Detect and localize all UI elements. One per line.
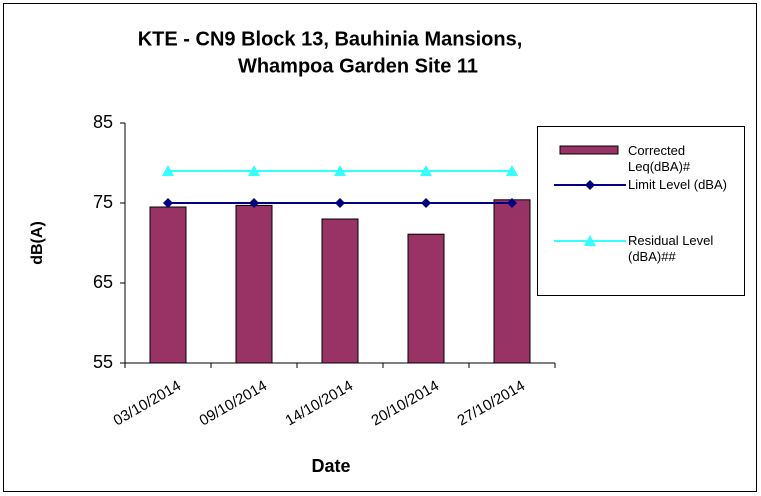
legend-label: Limit Level (dBA): [628, 177, 727, 192]
legend-label: Residual Level (dBA)##: [628, 233, 714, 264]
y-tick-label: 65: [93, 272, 113, 292]
y-axis-title: dB(A): [29, 221, 46, 265]
chart-border: [3, 3, 757, 492]
legend-swatch: [559, 145, 619, 155]
line-marker: [584, 235, 596, 246]
x-axis-title: Date: [311, 456, 350, 476]
legend: Corrected Leq(dBA)# Limit Level (dBA) Resi…: [537, 126, 745, 296]
line-marker: [249, 198, 259, 208]
legend-entry: Residual Level (dBA)##: [538, 233, 746, 273]
legend-swatch: [554, 235, 626, 246]
legend-swatch: [554, 180, 626, 190]
y-tick-label: 75: [93, 192, 113, 212]
legend-label: Corrected Leq(dBA)#: [628, 143, 691, 174]
legend-entry: Corrected Leq(dBA)#: [538, 143, 746, 183]
bar: [321, 218, 359, 364]
x-tick-label: 03/10/2014: [110, 377, 184, 429]
line-marker: [420, 165, 432, 176]
x-tick-label: 27/10/2014: [454, 377, 528, 429]
line-marker: [421, 198, 431, 208]
bar: [235, 204, 273, 364]
legend-swatch-bar: [559, 145, 619, 155]
bar: [149, 206, 187, 364]
bar: [493, 199, 531, 364]
line-marker: [163, 198, 173, 208]
line-marker: [248, 165, 260, 176]
chart-title: KTE - CN9 Block 13, Bauhinia Mansions,: [138, 28, 523, 50]
line-marker: [585, 180, 595, 190]
bar: [407, 233, 445, 364]
line-marker: [334, 165, 346, 176]
line-marker: [162, 165, 174, 176]
y-tick-label: 85: [93, 112, 113, 132]
x-tick-label: 20/10/2014: [368, 377, 442, 429]
line-marker: [335, 198, 345, 208]
y-tick-label: 55: [93, 352, 113, 372]
legend-entry: Limit Level (dBA): [538, 177, 746, 217]
x-tick-label: 09/10/2014: [196, 377, 270, 429]
chart-title: Whampoa Garden Site 11: [238, 55, 478, 77]
line-marker: [506, 165, 518, 176]
x-tick-label: 14/10/2014: [282, 377, 356, 429]
line-marker: [507, 198, 517, 208]
